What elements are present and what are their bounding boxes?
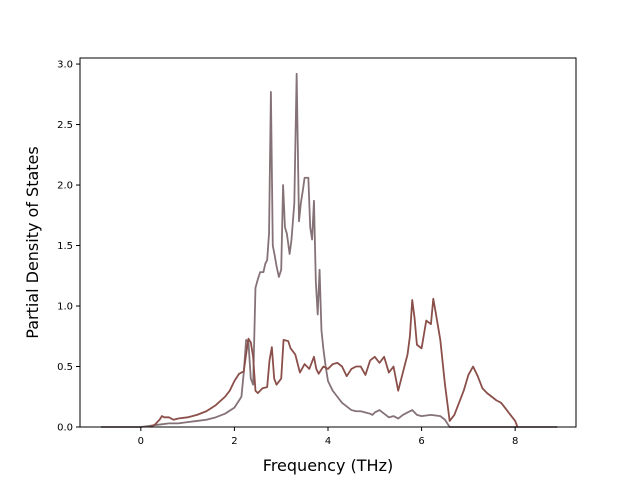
- plot-frame: [79, 57, 577, 428]
- x-tick-label: 8: [512, 436, 518, 447]
- x-tick-label: 4: [325, 436, 331, 447]
- y-axis-label: Partial Density of States: [23, 146, 42, 338]
- y-tick-label: 1.5: [57, 241, 73, 252]
- series-line-1: [101, 72, 558, 428]
- y-axis-ticks: 0.0 0.5 1.0 1.5 2.0 2.5 3.0: [57, 60, 80, 434]
- y-tick-label: 0.0: [57, 423, 73, 434]
- series-layer: [101, 72, 558, 428]
- y-tick-label: 1.0: [57, 302, 73, 313]
- y-tick-label: 2.5: [57, 120, 73, 131]
- series-line-2: [149, 297, 519, 428]
- x-axis-ticks: 0 2 4 6 8: [138, 427, 518, 447]
- x-tick-label: 0: [138, 436, 144, 447]
- x-tick-label: 6: [418, 436, 424, 447]
- y-tick-label: 2.0: [57, 181, 73, 192]
- x-tick-label: 2: [231, 436, 237, 447]
- x-axis-label: Frequency (THz): [263, 456, 393, 475]
- y-tick-label: 0.5: [57, 362, 73, 373]
- y-tick-label: 3.0: [57, 60, 73, 71]
